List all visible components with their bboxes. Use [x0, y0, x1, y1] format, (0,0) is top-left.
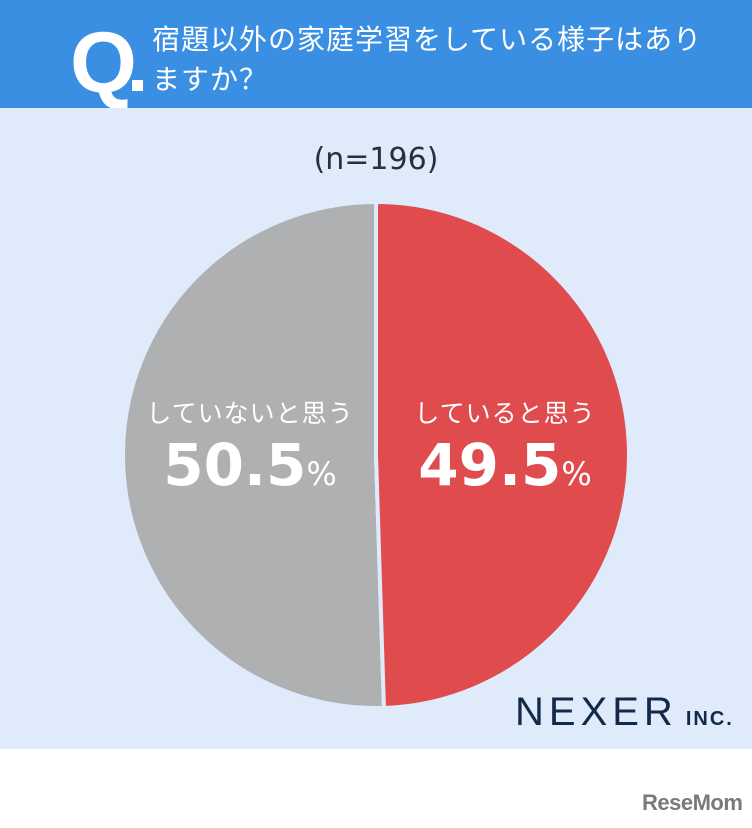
q-mark: Q — [70, 15, 137, 111]
label-no-percent: 50.5% — [163, 431, 337, 499]
question-header: Q 宿題以外の家庭学習をしている様子はありますか？ — [0, 0, 752, 108]
q-dot — [132, 80, 143, 91]
label-yes: していると思う 49.5% — [390, 398, 620, 509]
sample-size: (n=196) — [313, 142, 439, 177]
nexer-logo: NEXER INC. — [515, 690, 734, 734]
label-yes-category: していると思う — [414, 399, 596, 428]
label-yes-percent: 49.5% — [418, 431, 592, 499]
question-text: 宿題以外の家庭学習をしている様子はありますか？ — [152, 23, 703, 96]
resemom-watermark: ReseMom — [642, 790, 743, 815]
label-no-category: していないと思う — [146, 399, 354, 428]
pie-slice-no — [121, 199, 387, 710]
label-no: していないと思う 50.5% — [130, 398, 370, 509]
pie-slice-yes — [374, 199, 631, 710]
